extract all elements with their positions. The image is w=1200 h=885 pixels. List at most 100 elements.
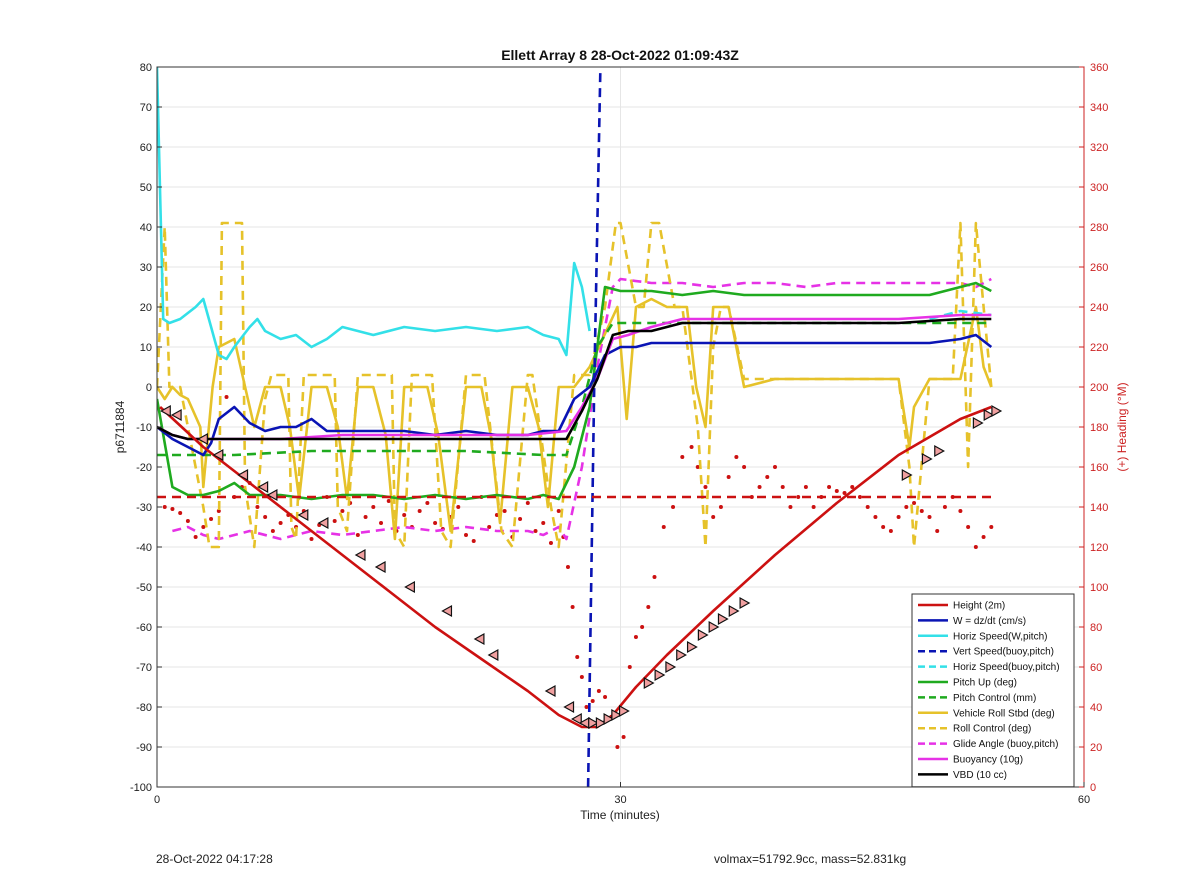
- heading-point: [621, 735, 626, 739]
- legend-label-vehicle-roll-stbd-deg: Vehicle Roll Stbd (deg): [953, 708, 1055, 719]
- heading-point: [556, 509, 561, 513]
- heading-point: [973, 545, 978, 549]
- y-tick-label: 40: [140, 222, 152, 234]
- heading-point: [796, 495, 801, 499]
- heading-point: [912, 501, 917, 505]
- heading-point: [827, 485, 832, 489]
- heading-point: [570, 605, 575, 609]
- series-line-height-2m: [159, 405, 992, 729]
- y2-tick-label: 80: [1090, 622, 1102, 634]
- y-tick-label: -40: [136, 542, 152, 554]
- dive-marker: [921, 452, 933, 466]
- heading-point: [548, 541, 553, 545]
- y2-tick-label: 300: [1090, 182, 1108, 194]
- heading-point: [850, 485, 855, 489]
- heading-point: [718, 505, 723, 509]
- plot-series: [157, 67, 1003, 787]
- dive-marker: [404, 580, 415, 594]
- heading-point: [935, 529, 940, 533]
- y-tick-label: 60: [140, 142, 152, 154]
- footer-timestamp: 28-Oct-2022 04:17:28: [156, 852, 273, 866]
- y-tick-label: 70: [140, 102, 152, 114]
- y-tick-label: -20: [136, 462, 152, 474]
- heading-point: [734, 455, 739, 459]
- legend-label-vbd-10-cc: VBD (10 cc): [953, 770, 1007, 781]
- y-tick-label: -70: [136, 662, 152, 674]
- dive-marker: [717, 612, 729, 626]
- heading-point: [627, 665, 632, 669]
- y2-tick-label: 20: [1090, 742, 1102, 754]
- heading-point: [904, 505, 909, 509]
- heading-point: [340, 509, 345, 513]
- dive-marker: [901, 468, 913, 482]
- dive-marker: [697, 628, 709, 642]
- dive-marker: [354, 548, 366, 562]
- dive-marker: [563, 700, 575, 714]
- heading-point: [842, 491, 847, 495]
- heading-point: [834, 489, 839, 493]
- dive-marker: [728, 604, 740, 618]
- dive-marker: [237, 468, 249, 482]
- x-tick-label: 0: [154, 794, 160, 806]
- heading-point: [695, 465, 700, 469]
- heading-point: [927, 515, 932, 519]
- legend-label-roll-control-deg: Roll Control (deg): [953, 724, 1031, 735]
- heading-point: [757, 485, 762, 489]
- axes: -100-90-80-70-60-50-40-30-20-10010203040…: [130, 62, 1108, 806]
- y2-tick-label: 360: [1090, 62, 1108, 74]
- dive-marker: [297, 508, 309, 522]
- dive-marker: [266, 488, 278, 502]
- legend-box: [911, 593, 1075, 788]
- chart-title: Ellett Array 8 28-Oct-2022 01:09:43Z: [501, 47, 739, 63]
- heading-point: [857, 495, 862, 499]
- legend-label-vert-speed-buoy-pitch: Vert Speed(buoy,pitch): [953, 647, 1054, 658]
- legend-label-height-2m: Height (2m): [953, 601, 1005, 612]
- heading-point: [332, 519, 337, 523]
- heading-point: [309, 537, 314, 541]
- dive-marker: [983, 408, 995, 422]
- series-line-horiz-speed-buoy-pitch: [929, 309, 992, 321]
- heading-point: [255, 505, 260, 509]
- y-tick-label: 0: [146, 382, 152, 394]
- heading-point: [584, 705, 589, 709]
- heading-point: [742, 465, 747, 469]
- y-tick-label: -80: [136, 702, 152, 714]
- y-tick-label: 50: [140, 182, 152, 194]
- heading-point: [425, 501, 430, 505]
- y-tick-label: 20: [140, 302, 152, 314]
- dive-marker: [972, 416, 984, 430]
- series-line-horiz-speed-w-pitch: [157, 67, 591, 361]
- heading-point: [541, 521, 546, 525]
- heading-point: [671, 505, 676, 509]
- heading-point: [919, 509, 924, 513]
- series-line-vbd-10-cc: [157, 317, 992, 441]
- dive-marker: [686, 640, 698, 654]
- heading-point: [487, 525, 492, 529]
- dive-marker: [618, 704, 630, 718]
- series-line-pitch-up-deg: [157, 281, 992, 501]
- heading-point: [224, 395, 229, 399]
- heading-point: [803, 485, 808, 489]
- y2-tick-label: 260: [1090, 262, 1108, 274]
- heading-point: [464, 533, 468, 537]
- heading-point: [958, 509, 963, 513]
- y2-tick-label: 280: [1090, 222, 1108, 234]
- dive-marker: [197, 432, 208, 446]
- heading-point: [402, 513, 407, 517]
- y-tick-label: -30: [136, 502, 152, 514]
- legend-label-glide-angle-buoy-pitch: Glide Angle (buoy,pitch): [953, 739, 1058, 750]
- heading-point: [765, 475, 770, 479]
- heading-point: [502, 509, 507, 513]
- heading-point: [603, 695, 608, 699]
- heading-point: [371, 505, 376, 509]
- dive-marker: [487, 648, 499, 662]
- dive-marker: [571, 712, 582, 726]
- heading-point: [579, 675, 584, 679]
- heading-point: [773, 465, 777, 469]
- heading-point: [162, 505, 167, 509]
- heading-point: [209, 517, 214, 521]
- heading-point: [575, 655, 580, 659]
- x-tick-label: 30: [614, 794, 626, 806]
- y-tick-label: -90: [136, 742, 152, 754]
- dive-marker: [665, 660, 677, 674]
